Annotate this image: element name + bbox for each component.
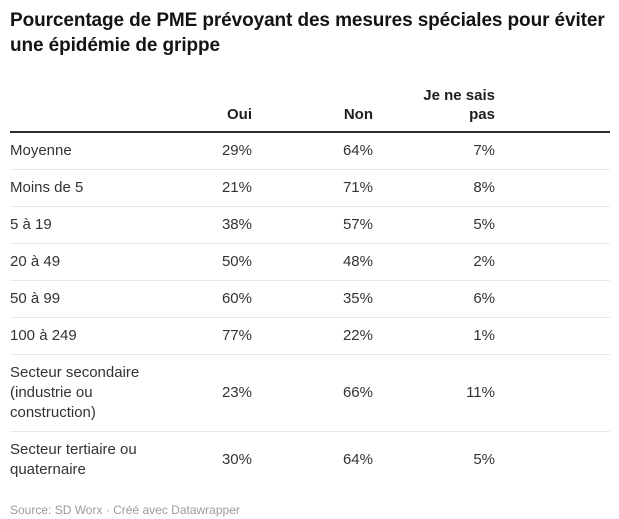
- col-header-jnsp: Je ne sais pas: [373, 86, 495, 133]
- cell-oui: 23%: [150, 354, 252, 432]
- cell-non: 35%: [252, 280, 373, 318]
- cell-jnsp: 8%: [373, 169, 495, 207]
- cell-jnsp: 6%: [373, 280, 495, 318]
- table-row: 100 à 249 77% 22% 1%: [10, 317, 610, 355]
- cell-spacer: [495, 169, 610, 207]
- page-title: Pourcentage de PME prévoyant des mesures…: [10, 10, 605, 56]
- cell-non: 64%: [252, 132, 373, 170]
- row-label: Secteur secondaire (industrie ou constru…: [10, 354, 150, 432]
- data-table: Oui Non Je ne sais pas Moyenne 29% 64% 7…: [10, 86, 610, 488]
- table-row: 20 à 49 50% 48% 2%: [10, 243, 610, 281]
- cell-spacer: [495, 206, 610, 244]
- cell-non: 64%: [342, 451, 373, 468]
- table-row: Secteur secondaire (industrie ou constru…: [10, 354, 610, 432]
- cell-oui: 29%: [150, 132, 252, 170]
- cell-oui: 38%: [150, 206, 252, 244]
- table-row: 50 à 99 60% 35% 6%: [10, 280, 610, 318]
- cell-oui: 30%: [221, 451, 252, 468]
- cell-oui: 60%: [150, 280, 252, 318]
- table-row: Moyenne 29% 64% 7%: [10, 132, 610, 170]
- cell-jnsp: 11%: [373, 354, 495, 432]
- cell-non: 22%: [252, 317, 373, 355]
- col-header-spacer: [495, 86, 610, 133]
- cell-non: 57%: [252, 206, 373, 244]
- table-row: Secteur tertiaire ou quaternaire 30% 64%…: [10, 432, 610, 489]
- cell-spacer: [495, 280, 610, 318]
- cell-oui: 77%: [150, 317, 252, 355]
- row-label: Moins de 5: [10, 169, 150, 207]
- cell-jnsp: 2%: [373, 243, 495, 281]
- cell-non: 48%: [252, 243, 373, 281]
- row-label: 100 à 249: [10, 317, 150, 355]
- table-row: 5 à 19 38% 57% 5%: [10, 206, 610, 244]
- cell-non: 71%: [252, 169, 373, 207]
- cell-jnsp: 7%: [373, 132, 495, 170]
- cell-oui: 21%: [150, 169, 252, 207]
- cell-oui: 50%: [150, 243, 252, 281]
- cell-jnsp: 5%: [373, 206, 495, 244]
- cell-spacer: [495, 432, 610, 489]
- cell-spacer: [495, 317, 610, 355]
- cell-spacer: [495, 243, 610, 281]
- col-header-jnsp-label: Je ne sais pas: [423, 87, 495, 123]
- row-label: Moyenne: [10, 132, 150, 170]
- source-attribution: Source: SD Worx · Créé avec Datawrapper: [10, 503, 240, 517]
- table-row: Moins de 5 21% 71% 8%: [10, 169, 610, 207]
- col-header-empty: [10, 86, 150, 133]
- row-label: Secteur tertiaire ou quaternaire: [10, 441, 137, 478]
- cell-jnsp: 5%: [473, 451, 495, 468]
- row-label: 50 à 99: [10, 280, 150, 318]
- cell-spacer: [495, 132, 610, 170]
- cell-non: 66%: [252, 354, 373, 432]
- col-header-non: Non: [252, 86, 373, 133]
- cell-spacer: [495, 354, 610, 432]
- row-label: 20 à 49: [10, 243, 150, 281]
- table-header-row: Oui Non Je ne sais pas: [10, 86, 610, 133]
- cell-jnsp: 1%: [373, 317, 495, 355]
- row-label: 5 à 19: [10, 206, 150, 244]
- col-header-oui: Oui: [150, 86, 252, 133]
